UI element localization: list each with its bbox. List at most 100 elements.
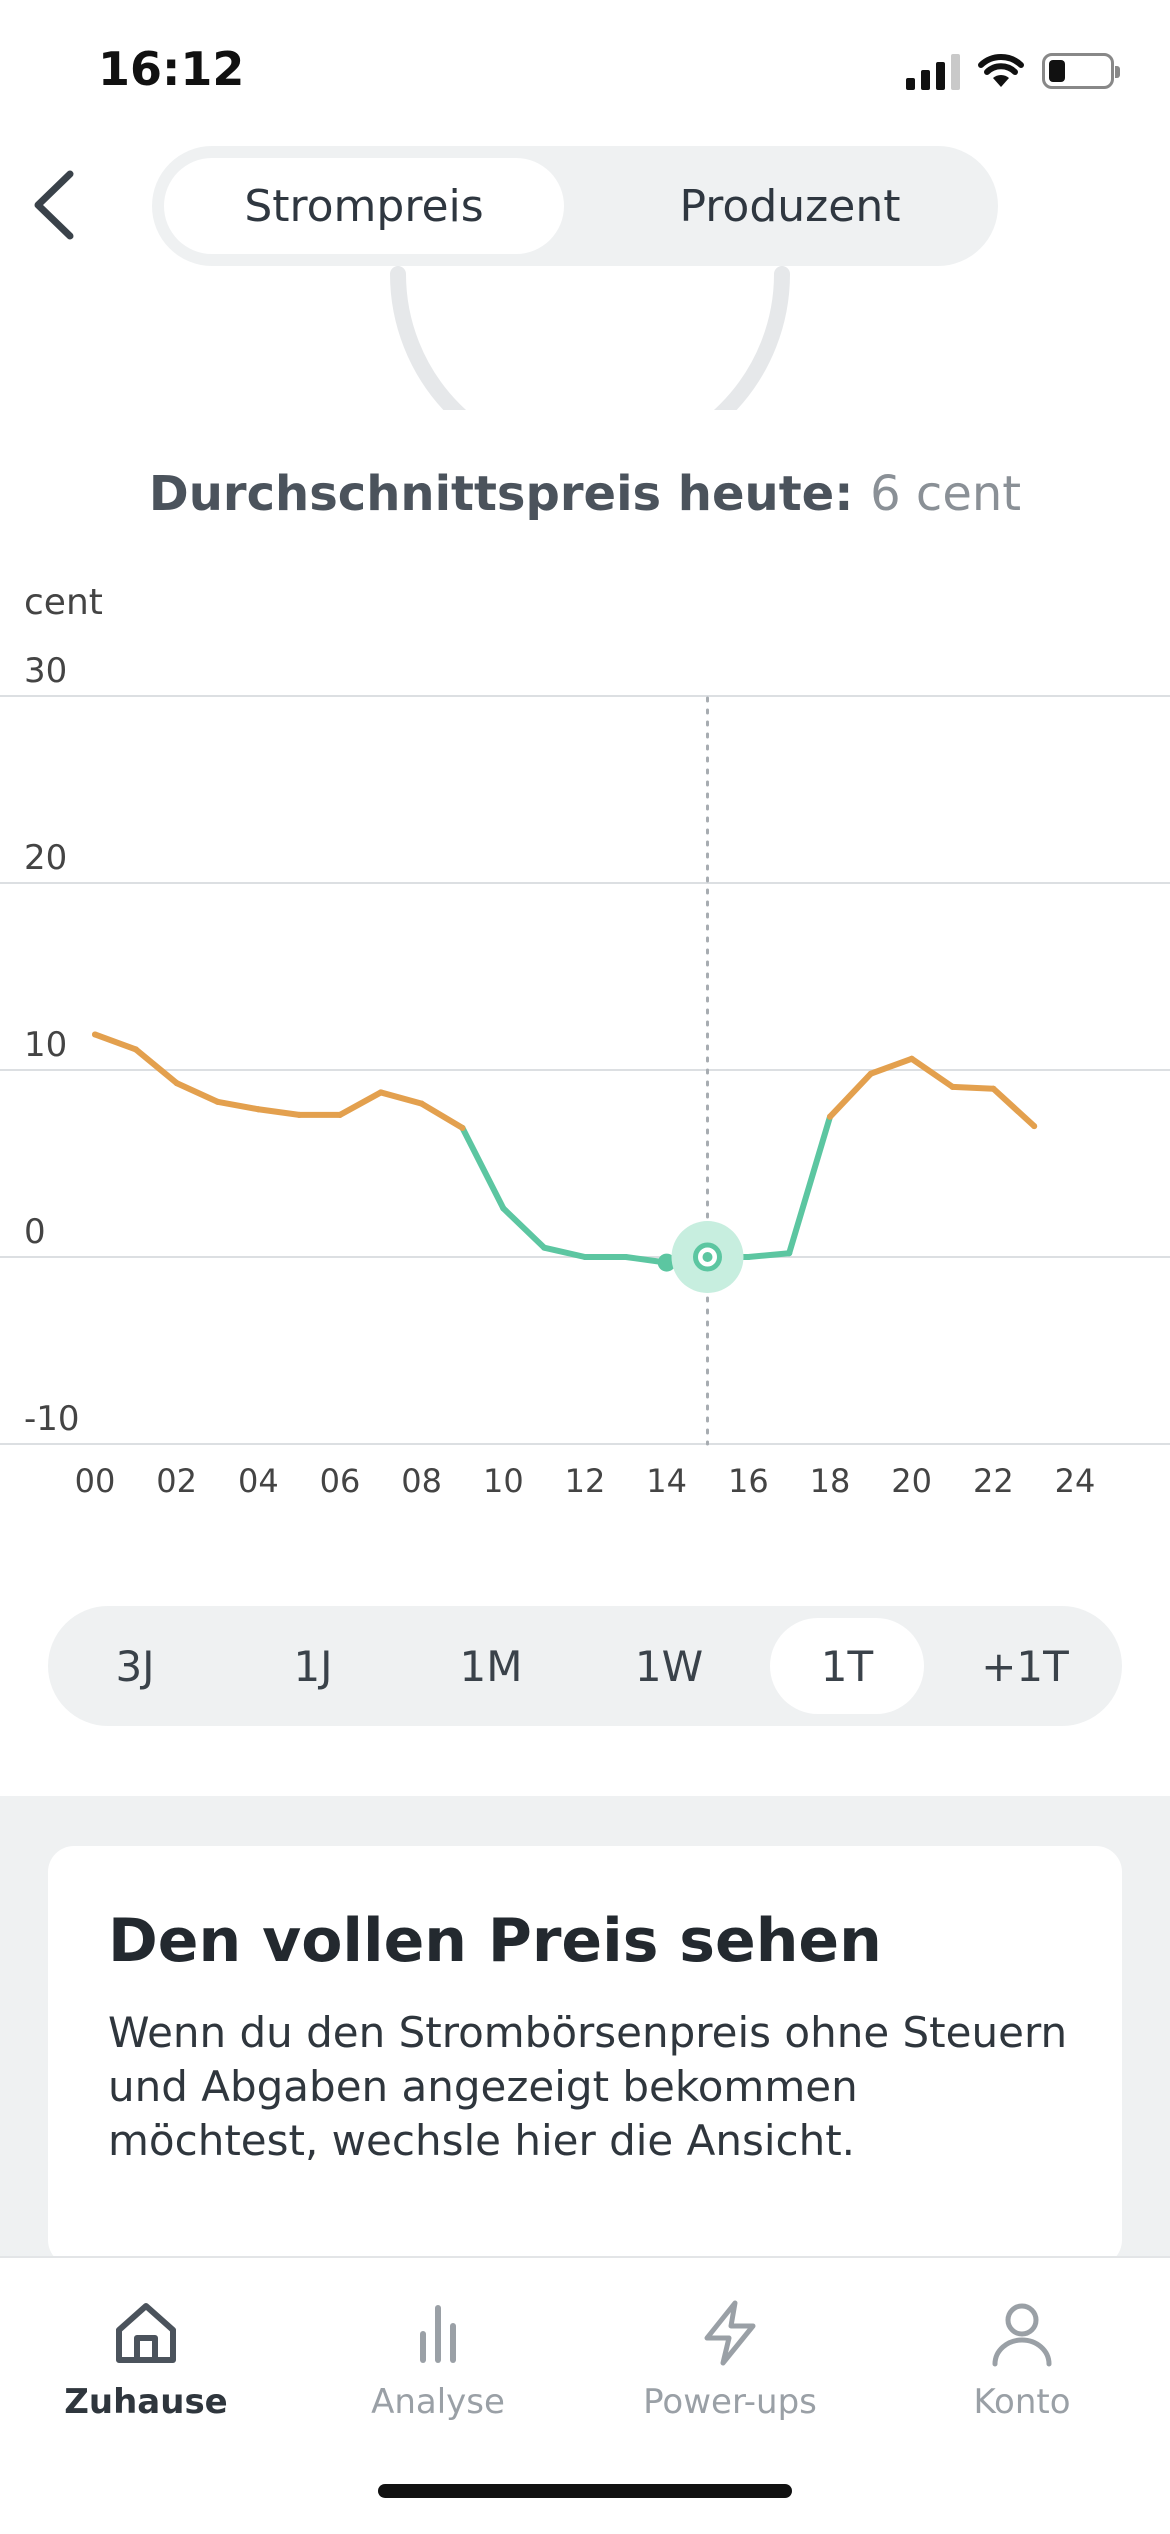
x-tick-label: 04 (238, 1462, 279, 1500)
series-segment (990, 1085, 1038, 1130)
x-tick-label: 22 (973, 1462, 1014, 1500)
data-point (500, 1205, 507, 1212)
info-card-text: Wenn du den Strombörsenpreis ohne Steuer… (108, 2008, 1068, 2165)
user-icon (992, 2303, 1052, 2367)
tab-power-ups[interactable]: Power-ups (584, 2298, 876, 2448)
data-point (949, 1083, 956, 1090)
y-axis-unit: cent (24, 582, 103, 623)
price-chart[interactable]: 30 20 10 0 -10 00 02 04 06 08 10 12 14 16 18 20 22 24 (0, 640, 1170, 1540)
info-card[interactable]: Den vollen Preis sehen Wenn du den Strom… (48, 1846, 1122, 2266)
series-segment (827, 1070, 874, 1120)
series-segment (541, 1244, 588, 1260)
tab-label: Analyse (371, 2382, 505, 2422)
series-segment (908, 1055, 956, 1090)
data-point (337, 1111, 343, 1118)
data-point (745, 1254, 752, 1260)
data-point (622, 1254, 629, 1260)
series-segment (173, 1080, 221, 1105)
home-icon (116, 2303, 176, 2363)
tab-konto[interactable]: Konto (876, 2298, 1168, 2448)
series-segment (214, 1098, 262, 1113)
y-tick-label: 10 (24, 1025, 67, 1065)
x-tick-label: 10 (483, 1462, 524, 1500)
tab-strompreis[interactable]: Strompreis (164, 158, 564, 254)
y-tick-label: -10 (24, 1399, 80, 1439)
data-point (582, 1254, 588, 1260)
average-price-label: Durchschnittspreis heute: (148, 466, 854, 522)
y-tick-label: 20 (24, 838, 67, 878)
info-card-title: Den vollen Preis sehen (108, 1906, 882, 1976)
range-option-1j[interactable]: 1J (293, 1641, 333, 1691)
x-tick-label: 06 (320, 1462, 361, 1500)
x-tick-label: 12 (565, 1462, 606, 1500)
tab-label: Power-ups (643, 2382, 817, 2422)
view-toggle: Strompreis Produzent (152, 146, 998, 266)
data-point (541, 1244, 548, 1251)
tab-analyse[interactable]: Analyse (292, 2298, 584, 2448)
series-segment (132, 1046, 180, 1087)
series-segment (949, 1083, 997, 1092)
bar-chart-icon (420, 2305, 456, 2363)
data-point (377, 1089, 384, 1096)
data-point (867, 1070, 874, 1077)
data-point (827, 1113, 833, 1120)
data-point (296, 1111, 303, 1118)
series-segment (255, 1106, 303, 1118)
range-option-plus-1t[interactable]: +1T (981, 1641, 1069, 1691)
series-segment (867, 1055, 915, 1077)
x-tick-label: 18 (810, 1462, 851, 1500)
data-point (255, 1106, 262, 1113)
data-point (173, 1080, 180, 1087)
selected-point-core (702, 1252, 713, 1262)
chevron-left-icon (34, 170, 74, 240)
tab-label: Zuhause (64, 2382, 228, 2422)
series-segment (745, 1250, 793, 1260)
battery-icon (1042, 53, 1120, 89)
range-selector: 3J 1J 1M 1W 1T +1T (48, 1606, 1122, 1726)
gauge-arc (390, 266, 790, 410)
data-point (92, 1031, 98, 1038)
data-point (990, 1085, 997, 1092)
series-segment (500, 1205, 548, 1251)
status-time: 16:12 (98, 42, 245, 96)
data-point (1031, 1123, 1038, 1130)
wifi-icon (978, 53, 1024, 89)
average-price-value: 6 cent (870, 466, 1022, 522)
x-tick-label: 20 (891, 1462, 932, 1500)
status-icons (906, 52, 1120, 90)
data-point (418, 1100, 425, 1107)
x-tick-label: 24 (1055, 1462, 1096, 1500)
tab-zuhause[interactable]: Zuhause (0, 2298, 292, 2448)
average-price: Durchschnittspreis heute: 6 cent (0, 466, 1170, 522)
data-point (132, 1046, 139, 1053)
signal-icon (906, 52, 960, 90)
tab-label: Konto (973, 2382, 1071, 2422)
x-tick-label: 16 (728, 1462, 769, 1500)
series-segment (786, 1113, 833, 1257)
range-option-1w[interactable]: 1W (634, 1641, 704, 1691)
range-option-1t[interactable]: 1T (770, 1618, 924, 1714)
data-point (459, 1124, 466, 1131)
x-tick-label: 00 (75, 1462, 116, 1500)
series-segment (337, 1089, 384, 1118)
data-point (214, 1098, 221, 1105)
series-segment (418, 1100, 466, 1131)
home-indicator (378, 2484, 792, 2498)
y-tick-label: 0 (24, 1212, 46, 1252)
series-segment (377, 1089, 425, 1107)
data-point-marker (657, 1253, 676, 1272)
back-button[interactable] (20, 160, 90, 250)
x-tick-label: 08 (401, 1462, 442, 1500)
status-bar: 16:12 (0, 0, 1170, 140)
x-tick-label: 14 (646, 1462, 687, 1500)
range-option-1m[interactable]: 1M (459, 1641, 523, 1691)
series-segment (92, 1031, 139, 1053)
data-point (786, 1250, 793, 1257)
tab-produzent[interactable]: Produzent (679, 180, 901, 232)
x-tick-label: 02 (156, 1462, 197, 1500)
lightning-icon (704, 2300, 756, 2366)
series-segment (459, 1124, 507, 1212)
range-option-3j[interactable]: 3J (115, 1641, 155, 1691)
tab-bar: Zuhause Analyse Power-ups Konto (0, 2256, 1170, 2534)
y-tick-label: 30 (24, 651, 67, 691)
